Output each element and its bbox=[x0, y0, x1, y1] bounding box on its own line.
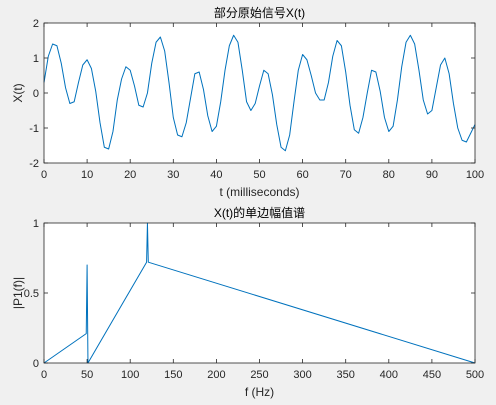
signal-y-tick-label: -1 bbox=[29, 123, 39, 135]
spectrum-axes: 0 50 100 150 200 250 300 350 400 450 500 0 0.5 1 X(t)… bbox=[11, 205, 484, 399]
spectrum-x-tick-label: 150 bbox=[164, 369, 182, 381]
signal-line bbox=[43, 34, 476, 152]
signal-y-tick-label: -2 bbox=[29, 158, 39, 170]
spectrum-x-tick-label: 100 bbox=[121, 369, 139, 381]
signal-y-tick-label: 2 bbox=[33, 18, 39, 30]
signal-ticks: 0 10 20 30 40 50 60 70 80 90 100 -2 -1 0 1 2 bbox=[29, 18, 484, 181]
signal-y-tick-label: 0 bbox=[33, 88, 39, 100]
signal-x-tick-label: 20 bbox=[124, 169, 136, 181]
spectrum-ticks: 0 50 100 150 200 250 300 350 400 450 500 0 0.5 1 bbox=[24, 218, 484, 381]
spectrum-title: X(t)的单边幅值谱 bbox=[214, 205, 305, 220]
spectrum-x-tick-label: 50 bbox=[81, 369, 93, 381]
signal-x-tick-label: 0 bbox=[41, 169, 47, 181]
signal-ylabel: X(t) bbox=[11, 83, 25, 102]
signal-axes: 0 10 20 30 40 50 60 70 80 90 100 -2 -1 0 1 2 部分原始信号X(t)… bbox=[11, 5, 484, 199]
signal-axes-box bbox=[43, 22, 476, 164]
signal-x-tick-label: 100 bbox=[466, 169, 484, 181]
signal-plot-area bbox=[44, 23, 475, 163]
signal-x-tick-label: 40 bbox=[210, 169, 222, 181]
spectrum-ylabel: |P1(f)| bbox=[11, 277, 25, 309]
signal-x-tick-label: 10 bbox=[81, 169, 93, 181]
signal-x-tick-label: 70 bbox=[340, 169, 352, 181]
signal-x-tick-label: 80 bbox=[383, 169, 395, 181]
signal-x-tick-label: 60 bbox=[296, 169, 308, 181]
signal-x-tick-label: 50 bbox=[253, 169, 265, 181]
spectrum-x-tick-label: 400 bbox=[380, 369, 398, 381]
spectrum-x-tick-label: 250 bbox=[250, 369, 268, 381]
spectrum-plot-area bbox=[44, 223, 475, 363]
spectrum-x-tick-label: 300 bbox=[293, 369, 311, 381]
spectrum-x-tick-label: 200 bbox=[207, 369, 225, 381]
spectrum-xlabel: f (Hz) bbox=[245, 385, 274, 399]
signal-x-tick-label: 90 bbox=[426, 169, 438, 181]
spectrum-x-tick-label: 350 bbox=[337, 369, 355, 381]
spectrum-x-tick-label: 500 bbox=[466, 369, 484, 381]
spectrum-axes-box bbox=[43, 222, 476, 364]
spectrum-y-tick-label: 0.5 bbox=[24, 288, 39, 300]
spectrum-y-tick-label: 1 bbox=[33, 218, 39, 230]
signal-x-tick-label: 30 bbox=[167, 169, 179, 181]
spectrum-x-tick-label: 0 bbox=[41, 369, 47, 381]
spectrum-y-tick-label: 0 bbox=[33, 358, 39, 370]
signal-xlabel: t (milliseconds) bbox=[219, 185, 299, 199]
spectrum-line bbox=[43, 222, 476, 364]
signal-y-tick-label: 1 bbox=[33, 53, 39, 65]
signal-title: 部分原始信号X(t) bbox=[214, 5, 305, 20]
spectrum-x-tick-label: 450 bbox=[423, 369, 441, 381]
